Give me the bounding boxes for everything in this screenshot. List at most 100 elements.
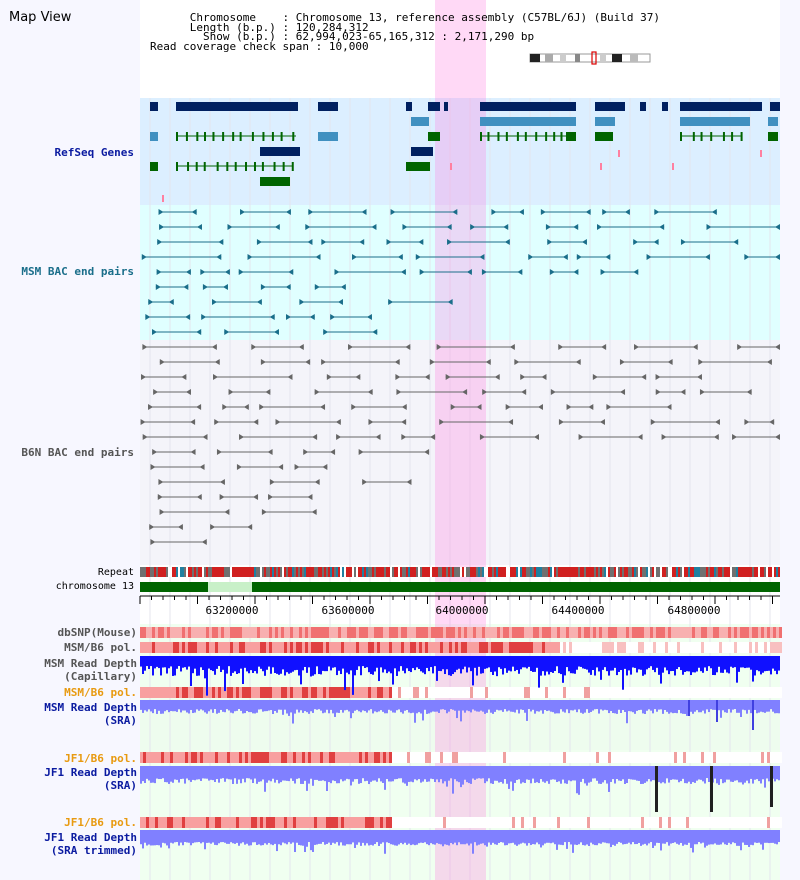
track-label-msm-depth-sra[interactable]: MSM Read Depth (SRA): [44, 701, 137, 727]
msm-depth-capillary-bar: [500, 656, 502, 669]
jf1-depth-trimmed-bar: [312, 830, 314, 852]
repeat-segment: [332, 567, 334, 577]
msm-depth-sra-bar: [514, 700, 516, 713]
msm-depth-capillary-bar: [152, 656, 154, 676]
msm-bac-pair-end: [447, 239, 453, 245]
jf1-depth-sra-bar: [668, 766, 670, 783]
msm-depth-sra-bar: [708, 700, 710, 713]
jf1-depth-trimmed-bar: [610, 830, 612, 848]
repeat-segment: [168, 567, 170, 577]
jf1-b6-pol-segment: [461, 752, 464, 763]
msm-depth-capillary-bar: [468, 656, 470, 668]
msm-b6-pol-segment: [503, 642, 506, 653]
msm-b6-pol-segment: [536, 642, 539, 653]
msm-depth-capillary-bar: [764, 656, 766, 672]
jf1-b6-pol-segment: [164, 752, 167, 763]
msm-depth-capillary-bar: [304, 656, 306, 667]
jf1-depth-trimmed-bar: [184, 830, 186, 843]
b6n-bac-pair-end: [269, 479, 275, 485]
msm-bac-pair-end: [466, 269, 472, 275]
dbsnp-segment: [350, 627, 353, 638]
msm-bac-pair-end: [185, 269, 191, 275]
jf1-b6-pol-segment: [323, 817, 326, 828]
repeat-segment: [146, 567, 148, 577]
refseq-marker: [162, 195, 164, 202]
jf1-depth-spike: [770, 766, 773, 807]
jf1-depth-sra-bar: [552, 766, 554, 780]
msm-depth-sra-bar: [182, 700, 184, 711]
jf1-b6-pol-segment: [461, 817, 464, 828]
msm-depth-sra-bar: [244, 700, 246, 714]
jf1-b6-pol-segment: [545, 817, 548, 828]
jf1-depth-trimmed-bar: [614, 830, 616, 846]
msm-depth-sra-bar: [428, 700, 430, 714]
msm-depth-capillary-bar: [442, 656, 444, 670]
dbsnp-segment: [572, 627, 575, 638]
msm-b6-pol-segment: [392, 642, 395, 653]
track-label-jf1-depth-sra[interactable]: JF1 Read Depth (SRA): [44, 766, 137, 792]
jf1-b6-pol-segment: [416, 817, 419, 828]
msm-bac-pair-end: [479, 254, 485, 260]
repeat-segment: [552, 567, 554, 577]
jf1-depth-trimmed-bar: [510, 830, 512, 844]
track-label-b6n-bac[interactable]: B6N BAC end pairs: [21, 446, 134, 459]
msm-depth-capillary-bar: [240, 656, 242, 669]
jf1-depth-sra-bar: [464, 766, 466, 780]
track-label-msm-depth-capillary[interactable]: MSM Read Depth (Capillary): [44, 657, 137, 683]
msm-depth-sra-bar: [718, 700, 720, 711]
refseq-gene-exon: [411, 117, 429, 126]
track-label-msm-b6-pol-1[interactable]: MSM/B6 pol.: [64, 641, 137, 654]
repeat-segment: [158, 567, 160, 577]
jf1-b6-pol-segment: [479, 817, 482, 828]
dbsnp-segment: [464, 627, 467, 638]
jf1-depth-trimmed-bar: [226, 830, 228, 844]
jf1-depth-sra-bar: [186, 766, 188, 779]
jf1-depth-sra-bar: [378, 766, 380, 779]
msm-b6-pol-segment: [470, 687, 473, 698]
jf1-depth-trimmed-bar: [396, 830, 398, 846]
jf1-depth-sra-bar: [212, 766, 214, 781]
msm-depth-sra-bar: [626, 700, 628, 724]
jf1-b6-pol-segment: [530, 817, 533, 828]
track-label-refseq[interactable]: RefSeq Genes: [54, 146, 134, 159]
jf1-depth-trimmed-bar: [626, 830, 628, 844]
jf1-depth-trimmed-bar: [304, 830, 306, 853]
repeat-segment: [264, 567, 266, 577]
track-label-msm-b6-pol-2[interactable]: MSM/B6 pol.: [64, 686, 137, 699]
dbsnp-segment: [392, 627, 395, 638]
b6n-bac-pair-end: [261, 509, 267, 515]
track-label-jf1-b6-pol-1[interactable]: JF1/B6 pol.: [64, 752, 137, 765]
dbsnp-segment: [254, 627, 257, 638]
jf1-b6-pol-segment: [203, 817, 206, 828]
dbsnp-segment: [734, 627, 737, 638]
jf1-depth-trimmed-bar: [758, 830, 760, 843]
jf1-b6-pol-segment: [503, 752, 506, 763]
jf1-b6-pol-segment: [449, 817, 452, 828]
dbsnp-segment: [194, 627, 197, 638]
jf1-depth-sra-bar: [766, 766, 768, 779]
repeat-segment: [764, 567, 766, 577]
repeat-segment: [280, 567, 282, 577]
track-label-jf1-b6-pol-2[interactable]: JF1/B6 pol.: [64, 816, 137, 829]
track-label-msm-bac[interactable]: MSM BAC end pairs: [21, 265, 134, 278]
dbsnp-segment: [629, 627, 632, 638]
msm-b6-pol-segment: [308, 687, 311, 698]
jf1-b6-pol-segment: [686, 752, 689, 763]
repeat-segment: [704, 567, 706, 577]
jf1-depth-trimmed-bar: [538, 830, 540, 845]
msm-bac-pair-end: [330, 314, 336, 320]
msm-depth-sra-bar: [586, 700, 588, 710]
jf1-depth-trimmed-bar: [518, 830, 520, 845]
jf1-b6-pol-segment: [464, 752, 467, 763]
b6n-bac-pair-end: [655, 389, 661, 395]
jf1-b6-pol-segment: [470, 752, 473, 763]
dbsnp-segment: [218, 627, 221, 638]
track-label-dbsnp[interactable]: dbSNP(Mouse): [57, 626, 137, 639]
dbsnp-segment: [455, 627, 458, 638]
dbsnp-segment: [767, 627, 770, 638]
dbsnp-segment: [311, 627, 314, 638]
msm-depth-capillary-bar: [674, 656, 676, 676]
repeat-segment: [770, 567, 772, 577]
track-label-jf1-depth-trimmed[interactable]: JF1 Read Depth (SRA trimmed): [44, 831, 137, 857]
jf1-depth-sra-bar: [562, 766, 564, 780]
